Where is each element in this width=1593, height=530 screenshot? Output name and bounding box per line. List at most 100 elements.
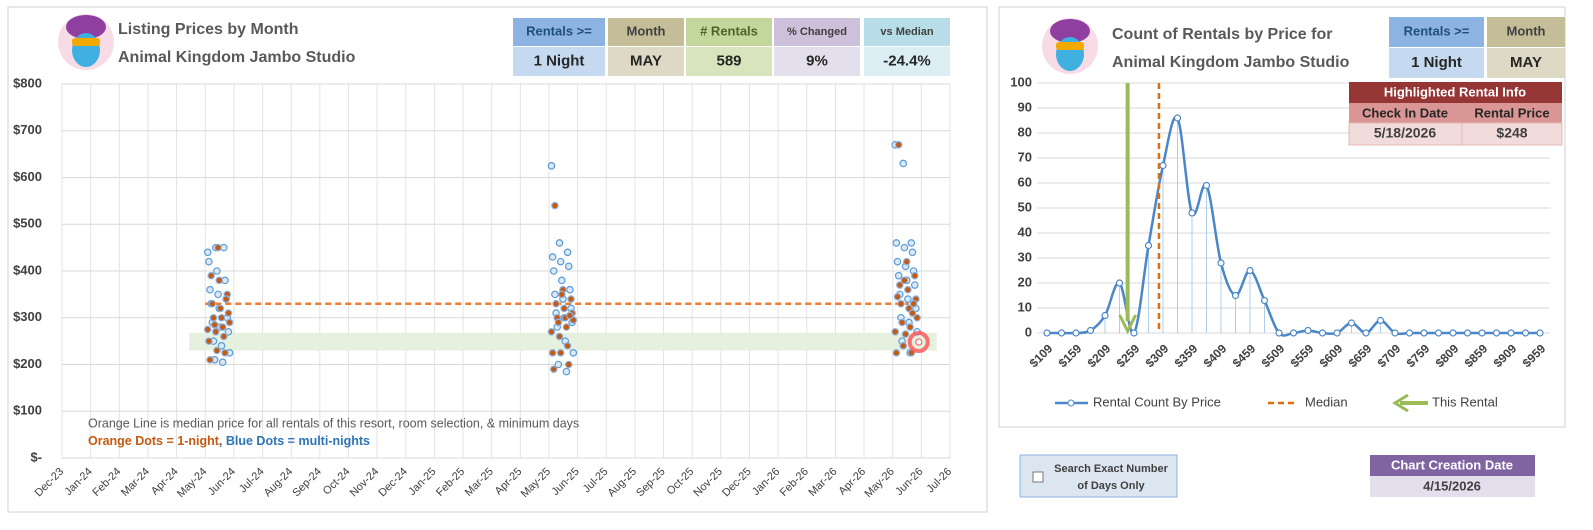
data-point [897,299,905,308]
line-marker [1434,329,1443,337]
highlighted-rental [907,331,930,354]
info-header-cell [1462,103,1562,123]
line-marker [1115,279,1124,287]
data-point [547,162,556,170]
data-point [203,325,212,334]
data-point [556,349,565,357]
data-point [907,239,916,247]
checkbox-control[interactable] [1019,454,1178,498]
line-marker [1159,161,1167,170]
line-marker [1173,114,1182,122]
legend-label: Rental Count By Price [1093,394,1221,409]
line-marker [1144,241,1153,250]
legend-label: This Rental [1432,394,1498,409]
data-point [564,262,573,271]
summary-value: -24.4% [883,52,931,69]
y-tick-label: 100 [1010,74,1032,89]
data-point [891,327,900,336]
data-point [214,290,222,299]
data-point [208,299,217,308]
info-header: Rental Price [1474,105,1549,120]
data-point [218,358,227,366]
summary-value-cell [864,47,950,76]
summary-value-cell [774,47,860,76]
summary-label: vs Median [880,26,933,38]
data-point [224,327,233,336]
summary-label: Rentals >= [1404,23,1470,38]
summary-label: Month [1507,23,1546,38]
data-point [908,248,917,257]
data-point [554,318,563,327]
data-point [909,299,918,308]
data-point [548,253,557,261]
y-tick-label: 10 [1018,299,1032,314]
data-point [211,327,220,336]
line-marker [1101,311,1109,320]
summary-label: # Rentals [700,23,758,38]
creation-date: 4/15/2026 [1423,478,1481,493]
line-marker [1333,329,1341,337]
data-point [554,360,563,369]
data-point [205,337,213,345]
info-value: $248 [1496,125,1527,141]
y-tick-label: $400 [13,262,42,277]
data-point [549,365,558,373]
summary-value: 589 [716,52,741,69]
creation-header [1370,455,1535,476]
annotation-part: Blue Dots = multi-nights [226,434,370,448]
data-point [893,257,902,266]
y-tick-label: $300 [13,309,42,324]
data-point [225,318,234,327]
line-marker [1260,296,1269,305]
summary-label: Rentals >= [526,23,592,38]
data-point [224,309,233,317]
data-point [209,313,218,322]
y-tick-label: 30 [1018,249,1032,264]
data-point [216,304,225,313]
line-marker [1043,329,1051,337]
data-point [217,313,226,322]
line-marker [1478,329,1486,337]
data-point [555,239,564,247]
data-point [562,367,571,376]
chart-title: Count of Rentals by Price for [1112,26,1332,43]
line-marker [1347,319,1356,327]
checkbox[interactable] [1032,471,1044,483]
info-value: 5/18/2026 [1374,125,1436,141]
info-header-cell [1349,103,1462,123]
data-point [898,318,906,327]
data-point [899,341,908,350]
line-marker [1086,326,1095,335]
data-point [566,311,574,320]
data-point [910,271,919,280]
summary-label: % Changed [787,26,847,38]
annotation: Orange Dots = 1-night, Blue Dots = multi… [88,434,370,448]
data-point [562,323,571,331]
data-point [556,257,565,266]
summary-header-cell [774,18,860,46]
line-marker [1463,329,1472,337]
data-point [210,320,219,329]
line-marker [1217,259,1225,267]
line-marker [1521,329,1530,337]
data-point [892,239,901,247]
line-marker [1304,326,1312,335]
summary-value: MAY [630,52,662,69]
summary-value-cell [1487,48,1565,78]
data-point [203,248,212,257]
data-point [215,276,224,285]
data-point [566,285,574,294]
data-point [207,271,215,280]
y-tick-label: $600 [13,169,42,184]
line-marker [1202,181,1211,190]
highlighted-rental-dot [915,338,923,346]
summary-value: 1 Night [534,52,585,69]
data-point [206,356,214,364]
summary-value: MAY [1510,54,1542,71]
line-marker [1420,329,1428,337]
data-point [551,201,559,210]
summary-value-cell [513,47,605,76]
summary-value: 9% [806,52,828,69]
